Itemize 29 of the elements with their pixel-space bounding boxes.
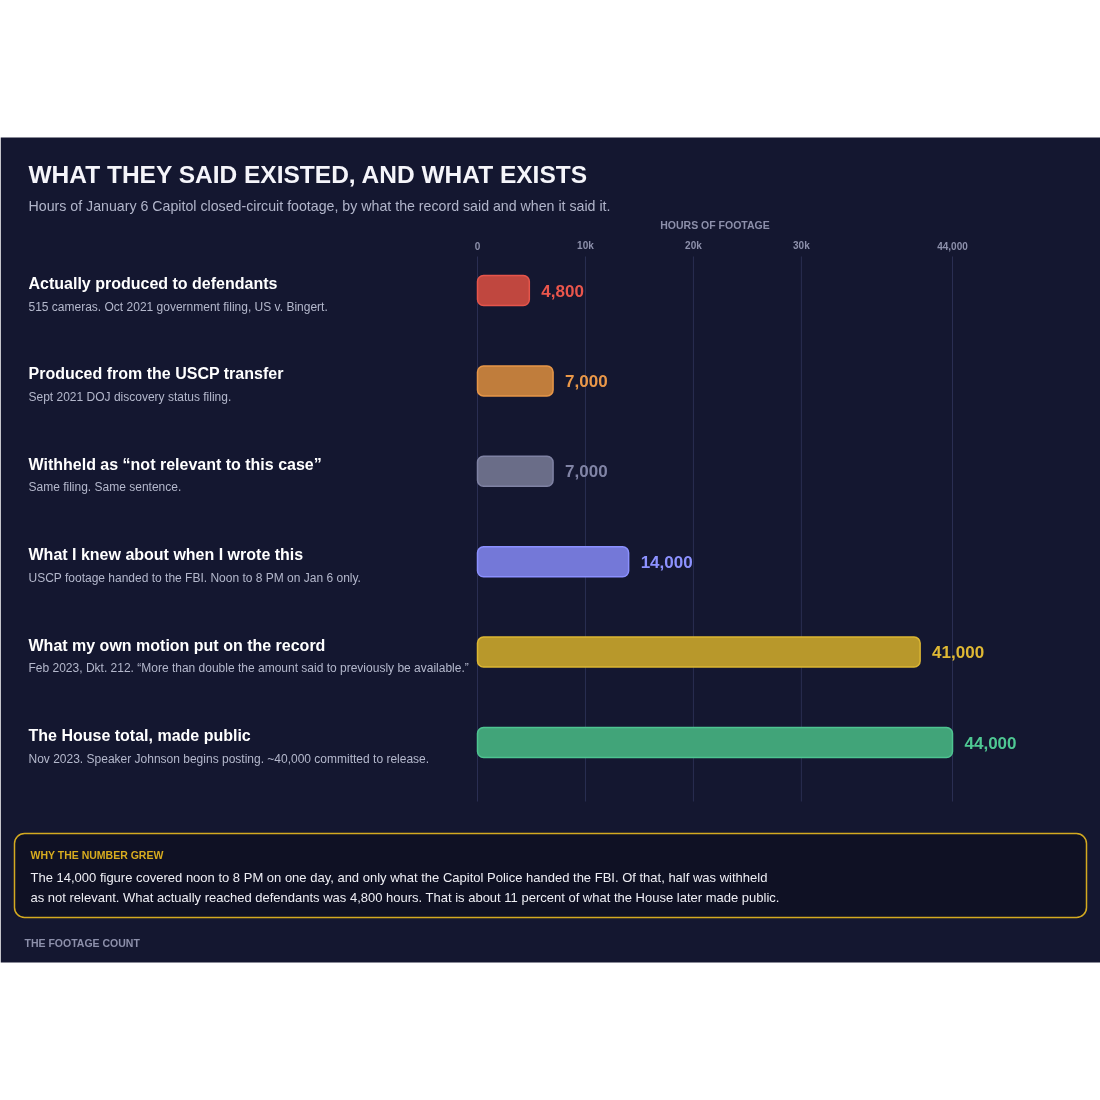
category-label: Produced from the USCP transfer Sept 2021 DOJ discovery status filing. xyxy=(28,365,284,404)
x-tick-label: 10k xyxy=(577,240,595,251)
bar xyxy=(476,636,921,668)
text: THE FOOTAGE COUNT xyxy=(24,936,141,949)
x-tick-label: 0 xyxy=(474,240,481,252)
text: The 14,000 figure covered noon to 8 PM on one day, and only what the Capitol Police handed the FBI. Of that, half was withheld as not relevant. What actually reached defendants was 4,800 hours. That is about 11 percent of what the House later made public. xyxy=(30,870,780,905)
bar xyxy=(476,726,954,759)
category-label: Actually produced to defendants 515 cameras. Oct 2021 government filing, US v. Bingert. xyxy=(28,275,328,314)
chart-title: WHAT THEY SAID EXISTED, AND WHAT EXISTS xyxy=(28,161,588,188)
data-label: 7,000 xyxy=(565,462,608,482)
x-axis-title: HOURS OF FOOTAGE xyxy=(660,218,770,231)
data-label: 44,000 xyxy=(964,733,1017,753)
text: Hours of January 6 Capitol closed-circuit footage, by what the record said and when it said it. xyxy=(28,197,611,214)
data-label: 7,000 xyxy=(565,371,608,391)
x-tick-label: 30k xyxy=(793,240,811,251)
bar xyxy=(476,455,554,488)
category-label: The House total, made public Nov 2023. Speaker Johnson begins posting. ~40,000 committed to release. xyxy=(28,727,430,766)
text: WHY THE NUMBER GREW xyxy=(30,848,164,861)
x-tick-label: 44,000 xyxy=(937,240,969,252)
bar xyxy=(476,274,531,307)
data-label: 4,800 xyxy=(541,281,584,301)
category-label: What I knew about when I wrote this USCP footage handed to the FBI. Noon to 8 PM on Jan 6 only. xyxy=(28,546,361,585)
data-label: 14,000 xyxy=(640,552,693,572)
category-label: Withheld as “not relevant to this case” Same filing. Same sentence. xyxy=(28,455,322,495)
data-label: 41,000 xyxy=(932,643,985,663)
bar xyxy=(476,365,554,397)
x-tick-label: 20k xyxy=(685,240,703,251)
bar xyxy=(476,545,630,578)
category-label: What my own motion put on the record Feb 2023, Dkt. 212. “More than double the amount said to previously be available.” xyxy=(28,636,469,676)
